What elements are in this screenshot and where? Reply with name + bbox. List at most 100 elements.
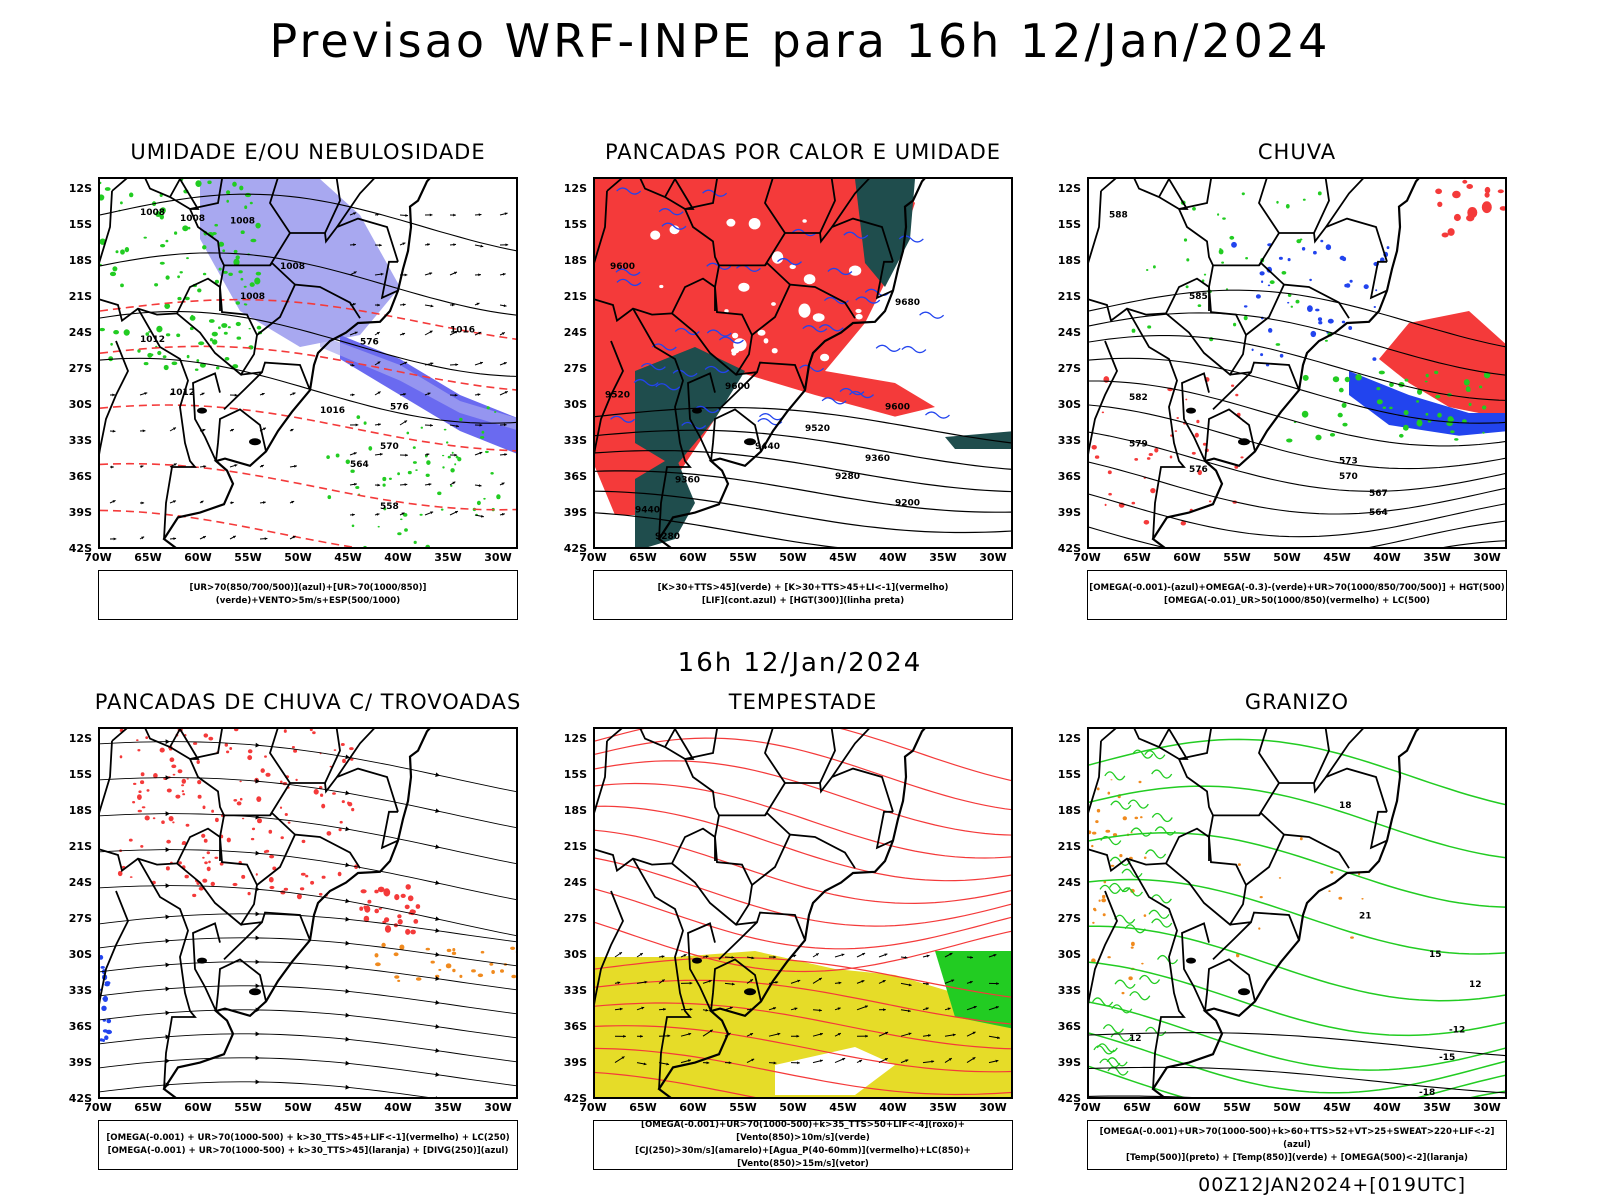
omega-orange <box>1091 958 1096 963</box>
humidity-lowlevel <box>227 326 231 329</box>
rain-blue <box>1260 353 1264 357</box>
field-layer <box>1089 779 1364 995</box>
wind-vector <box>661 979 665 983</box>
lc850-contour <box>595 888 1011 950</box>
wind-vector <box>928 1034 931 1037</box>
omega-orange <box>1089 830 1092 835</box>
lon-tick-label: 65W <box>1123 551 1151 564</box>
lat-tick-label: 36S <box>563 1020 587 1033</box>
stream-arrow <box>435 844 440 850</box>
contour-label: 567 <box>1369 489 1388 499</box>
thunder-red <box>153 773 158 779</box>
omega-orange <box>1138 780 1142 784</box>
thunder-red <box>210 881 215 887</box>
lon-tick-label: 55W <box>1223 1101 1251 1114</box>
wind-vector <box>454 393 458 397</box>
wind-vector <box>377 303 381 307</box>
rain-green <box>1382 406 1386 409</box>
omega-orange <box>1141 962 1144 965</box>
lat-tick-label: 36S <box>68 1020 92 1033</box>
rain-green <box>1281 271 1287 275</box>
thunder-red <box>360 889 367 894</box>
lif-contour <box>610 415 636 423</box>
thunder-red <box>137 794 142 800</box>
contour-label: -18 <box>1419 1088 1435 1098</box>
wind-vector <box>926 954 930 958</box>
lon-tick-label: 65W <box>134 551 162 564</box>
lon-tick-label: 30W <box>979 1101 1007 1114</box>
lat-tick-label: 18S <box>563 254 587 267</box>
temp850-contour <box>1156 954 1179 965</box>
wind-vector <box>141 536 145 540</box>
stream-arrow <box>255 1055 260 1061</box>
temp850-contour <box>1129 991 1151 1001</box>
wind-vector <box>144 392 148 395</box>
wind-vector <box>203 465 207 468</box>
omega-orange <box>1134 816 1139 820</box>
lat-tick-label: 30S <box>1057 948 1081 961</box>
gap <box>789 264 796 270</box>
thunder-red <box>339 820 343 824</box>
contour-label: 1016 <box>320 406 345 416</box>
hgt500-contour <box>1089 404 1505 470</box>
thunder-red <box>181 843 185 845</box>
humidity-lowlevel <box>404 528 408 532</box>
wind-vector <box>405 214 409 217</box>
rain-green <box>1329 433 1336 437</box>
stream-arrow <box>255 1031 260 1037</box>
thunder-red <box>196 760 200 764</box>
contour-label: 1012 <box>170 388 195 398</box>
lat-tick-label: 24S <box>1057 326 1081 339</box>
rain-red <box>1154 448 1159 453</box>
stream-arrow <box>255 850 260 856</box>
wind-vector <box>401 512 405 516</box>
humidity-lowlevel <box>363 545 367 547</box>
thunder-red <box>377 886 385 893</box>
temp850-contour <box>1150 894 1172 904</box>
thunder-red <box>172 821 175 824</box>
rain-blue <box>1267 284 1271 287</box>
humidity-lowlevel <box>226 190 231 195</box>
wind-vector <box>618 952 622 955</box>
rain-green <box>1416 419 1423 427</box>
lon-tick-label: 40W <box>384 1101 412 1114</box>
wind-vector <box>501 332 505 335</box>
omega-orange <box>1112 833 1118 837</box>
wind-vector <box>377 483 381 487</box>
wind-vector <box>640 1034 643 1038</box>
gap <box>855 313 863 320</box>
contour-label: 564 <box>1369 508 1388 518</box>
humidity-lowlevel <box>240 277 244 281</box>
humidity-lowlevel <box>223 270 228 274</box>
thunder-red <box>206 866 211 872</box>
lif-contour <box>925 411 950 419</box>
humidity-lowlevel <box>179 271 183 274</box>
thunder-red <box>320 793 324 797</box>
thunder-red <box>269 854 275 859</box>
lat-tick-label: 39S <box>563 506 587 519</box>
temp850-contour <box>1127 799 1149 809</box>
thunder-red <box>338 828 342 832</box>
humidity-lowlevel <box>450 468 455 473</box>
thunder-red <box>318 892 323 896</box>
humidity-lowlevel <box>137 349 141 353</box>
omega-orange <box>1096 808 1101 813</box>
legend-line: [OMEGA(-0.001)-(azul)+OMEGA(-0.3)-(verde… <box>1089 583 1505 593</box>
temp850-contour <box>1470 1090 1505 1097</box>
lon-tick-label: 65W <box>134 1101 162 1114</box>
thunder-red <box>299 887 305 891</box>
contour-label: 1008 <box>180 214 205 224</box>
wind-vector <box>452 481 456 485</box>
wind-vector <box>926 982 930 986</box>
streamline <box>100 1009 516 1039</box>
stream-arrow <box>345 862 350 868</box>
wind-vector <box>262 501 266 504</box>
wind-vector <box>292 536 296 539</box>
wind-vector <box>619 1007 623 1011</box>
wind-vector <box>404 273 408 277</box>
humidity-lowlevel <box>202 272 207 276</box>
rain-green <box>1287 293 1292 297</box>
omega-orange <box>1110 779 1113 781</box>
rain-red <box>1150 488 1156 494</box>
divergence-blue <box>100 955 104 960</box>
